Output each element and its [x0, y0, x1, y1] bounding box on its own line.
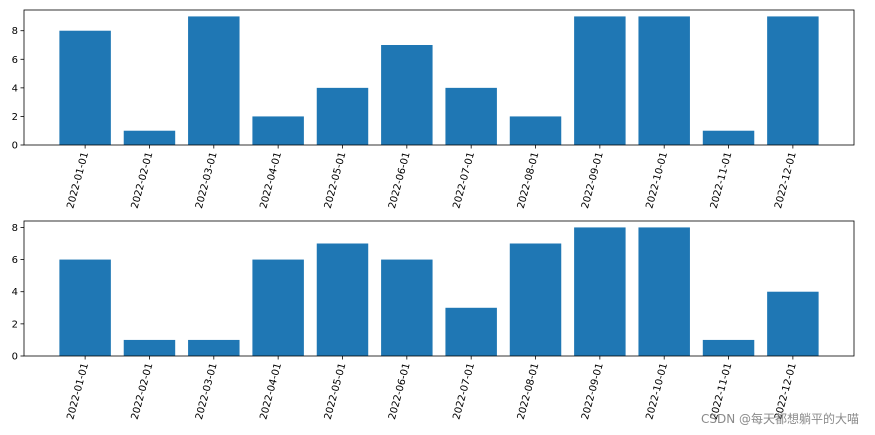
bar-2022-01-01 [59, 259, 111, 356]
x-tick-label: 2022-06-01 [387, 362, 413, 421]
x-tick-label: 2022-01-01 [65, 151, 91, 210]
bar-2022-09-01 [574, 227, 626, 356]
x-tick-label: 2022-09-01 [580, 151, 606, 210]
y-tick-label: 0 [12, 352, 18, 363]
bar-2022-11-01 [702, 339, 755, 356]
bar-2022-09-01 [574, 16, 626, 145]
bar-2022-03-01 [188, 339, 240, 356]
bar-2022-02-01 [123, 130, 176, 145]
y-tick-label: 4 [12, 83, 18, 94]
bar-2022-10-01 [638, 227, 690, 356]
bar-2022-12-01 [767, 16, 819, 145]
x-tick-label: 2022-02-01 [130, 151, 156, 210]
x-tick-label: 2022-12-01 [773, 151, 799, 210]
x-tick-label: 2022-08-01 [516, 151, 542, 210]
x-tick-label: 2022-05-01 [323, 151, 349, 210]
x-tick-label: 2022-07-01 [451, 362, 477, 421]
y-tick-label: 6 [12, 55, 18, 66]
x-tick-label: 2022-11-01 [709, 151, 735, 210]
axes-frame [23, 9, 855, 146]
bar-2022-10-01 [638, 16, 690, 145]
x-tick-label: 2022-04-01 [258, 362, 284, 421]
y-tick-label: 2 [12, 319, 18, 330]
bar-2022-04-01 [252, 259, 304, 356]
bar-2022-08-01 [509, 243, 562, 356]
watermark: CSDN @每天都想躺平的大喵 [700, 412, 859, 426]
axes-frame [23, 220, 855, 357]
bar-2022-05-01 [316, 87, 369, 145]
y-tick-label: 8 [12, 223, 18, 234]
bar-2022-05-01 [316, 243, 369, 356]
bottom-bar-chart: 0 2 4 6 8 2022-01-01 2022-02-01 2022-03-01 2022-… [12, 220, 855, 421]
x-tick-label: 2022-03-01 [194, 151, 220, 210]
x-tick-label: 2022-08-01 [516, 362, 542, 421]
bar-2022-01-01 [59, 30, 111, 145]
y-tick-label: 4 [12, 287, 18, 298]
x-tick-label: 2022-03-01 [194, 362, 220, 421]
x-tick-label: 2022-02-01 [130, 362, 156, 421]
bar-2022-08-01 [509, 116, 562, 145]
x-tick-label: 2022-10-01 [644, 151, 670, 210]
y-tick-label: 8 [12, 26, 18, 37]
bar-2022-12-01 [767, 291, 819, 356]
x-tick-label: 2022-10-01 [644, 362, 670, 421]
x-tick-label: 2022-01-01 [65, 362, 91, 421]
bar-2022-02-01 [123, 339, 176, 356]
x-tick-label: 2022-04-01 [258, 151, 284, 210]
top-bar-chart: 0 2 4 6 8 2022-01-01 2022-02-01 2022-03-01 2022-… [12, 9, 855, 210]
bar-2022-07-01 [445, 87, 497, 145]
x-tick-label: 2022-05-01 [323, 362, 349, 421]
bar-2022-11-01 [702, 130, 755, 145]
y-tick-label: 2 [12, 112, 18, 123]
bar-2022-03-01 [188, 16, 240, 145]
bar-2022-04-01 [252, 116, 304, 145]
x-tick-label: 2022-07-01 [451, 151, 477, 210]
bar-2022-07-01 [445, 307, 497, 356]
bar-2022-06-01 [381, 45, 433, 145]
bar-2022-06-01 [381, 259, 433, 356]
x-tick-label: 2022-06-01 [387, 151, 413, 210]
x-tick-label: 2022-09-01 [580, 362, 606, 421]
y-tick-label: 0 [12, 141, 18, 152]
y-tick-label: 6 [12, 255, 18, 266]
